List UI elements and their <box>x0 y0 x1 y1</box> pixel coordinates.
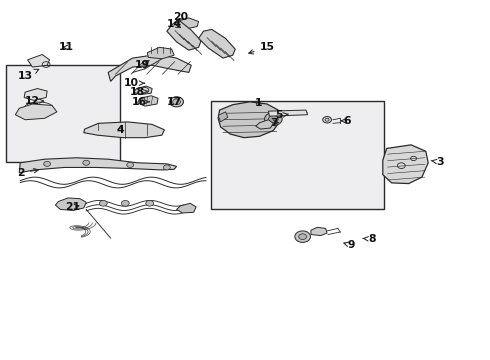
Polygon shape <box>84 122 164 138</box>
Circle shape <box>127 162 134 167</box>
Circle shape <box>172 99 180 105</box>
Text: 16: 16 <box>131 97 149 107</box>
Circle shape <box>146 201 154 206</box>
Polygon shape <box>55 198 86 211</box>
Text: 2: 2 <box>18 168 38 178</box>
Text: 15: 15 <box>249 42 274 54</box>
Text: 10: 10 <box>124 78 145 88</box>
Polygon shape <box>176 203 196 213</box>
Circle shape <box>122 201 129 206</box>
Polygon shape <box>269 110 308 116</box>
Polygon shape <box>19 158 176 173</box>
Circle shape <box>269 116 278 123</box>
Text: 11: 11 <box>59 42 74 52</box>
Text: 7: 7 <box>270 118 278 128</box>
Polygon shape <box>15 104 57 120</box>
Polygon shape <box>218 112 228 122</box>
Polygon shape <box>108 54 191 81</box>
Polygon shape <box>24 89 47 100</box>
Text: 9: 9 <box>344 240 355 250</box>
Text: 17: 17 <box>167 97 182 107</box>
Bar <box>5 65 121 162</box>
Text: 4: 4 <box>117 125 124 135</box>
Polygon shape <box>311 227 327 235</box>
Circle shape <box>163 165 170 170</box>
Text: 18: 18 <box>130 87 148 97</box>
Text: 19: 19 <box>135 60 150 70</box>
Polygon shape <box>147 47 174 59</box>
Polygon shape <box>256 120 273 129</box>
Text: 12: 12 <box>25 96 44 106</box>
Polygon shape <box>138 96 158 106</box>
Circle shape <box>170 97 183 107</box>
Text: 1: 1 <box>255 98 263 108</box>
Circle shape <box>299 234 307 239</box>
Text: 14: 14 <box>167 19 182 29</box>
Text: 3: 3 <box>431 157 444 167</box>
Polygon shape <box>198 30 235 58</box>
Polygon shape <box>383 145 428 184</box>
Circle shape <box>44 161 50 166</box>
Polygon shape <box>174 18 198 30</box>
Circle shape <box>83 160 90 165</box>
Circle shape <box>265 113 282 126</box>
Circle shape <box>141 87 149 93</box>
Text: 13: 13 <box>18 69 39 81</box>
Text: 20: 20 <box>173 12 188 22</box>
Circle shape <box>99 201 107 206</box>
Text: 5: 5 <box>275 111 289 121</box>
Polygon shape <box>134 86 152 95</box>
Bar <box>211 101 384 209</box>
Polygon shape <box>27 54 49 67</box>
Circle shape <box>323 117 331 123</box>
Text: 21: 21 <box>66 202 80 212</box>
Circle shape <box>295 231 311 242</box>
Text: 8: 8 <box>363 234 376 244</box>
Text: 6: 6 <box>341 116 351 126</box>
Polygon shape <box>167 22 201 50</box>
Polygon shape <box>218 102 280 138</box>
